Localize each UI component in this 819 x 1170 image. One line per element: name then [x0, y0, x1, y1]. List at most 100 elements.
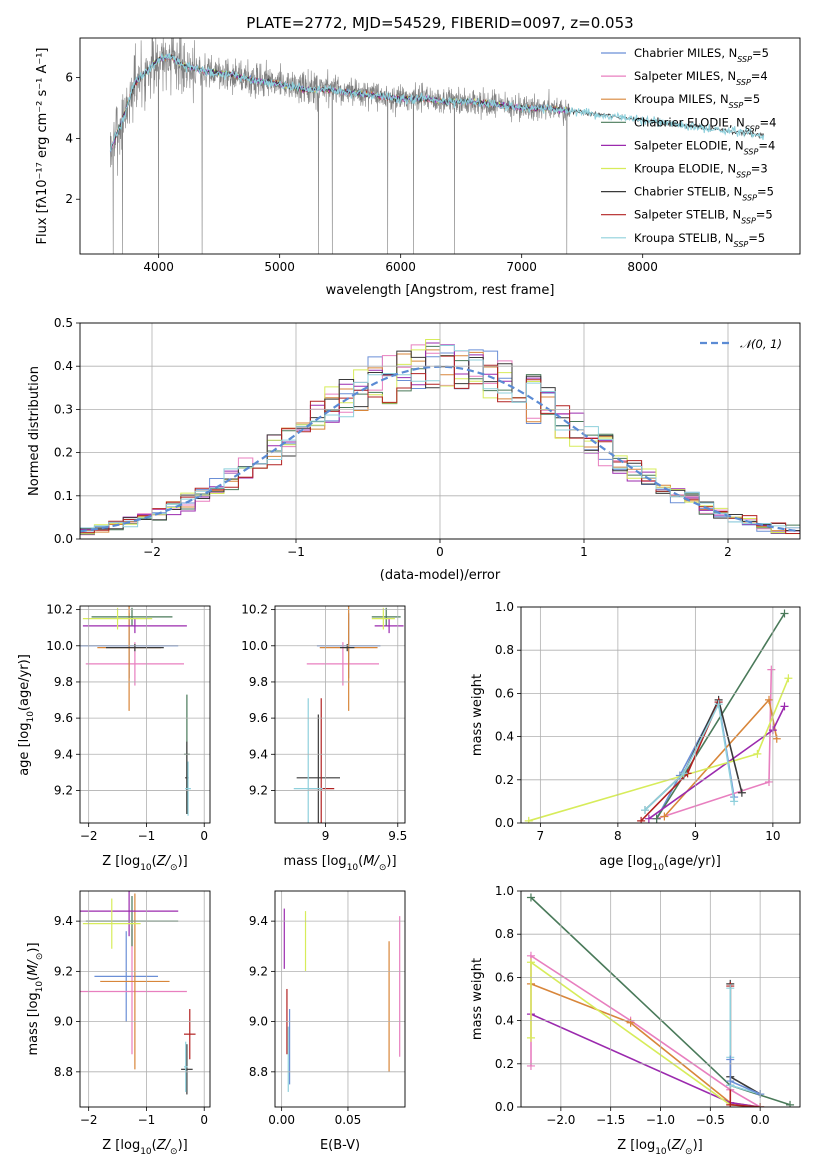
- y-tick-label: 9.8: [249, 675, 268, 689]
- y-tick-label: 8.8: [54, 1065, 73, 1079]
- panel-residuals: −2 −1 0 1 2 0.0 0.1 0.2 0.3 0.4 0.5 𝒩(0, 1) (data-mo…: [27, 316, 801, 583]
- legend-label: Salpeter STELIB, NSSP=5: [634, 208, 773, 226]
- weight-series: [528, 677, 790, 822]
- y-tick-label: 1.0: [495, 600, 514, 614]
- x-tick-label: −2: [143, 545, 161, 559]
- weight-marker: [726, 1055, 735, 1064]
- legend: Chabrier MILES, NSSP=5 Salpeter MILES, NS…: [601, 46, 776, 248]
- weight-marker: [641, 806, 649, 815]
- weight-series: [530, 1013, 761, 1107]
- weight-marker: [526, 893, 535, 902]
- weight-marker: [772, 734, 781, 743]
- axes-frame: [520, 890, 801, 1108]
- y-tick-label: 10.0: [46, 639, 73, 653]
- weight-series: [729, 1059, 761, 1095]
- weight-marker: [660, 812, 669, 821]
- weight-marker: [524, 816, 533, 823]
- y-tick-label: 9.2: [54, 964, 73, 978]
- axis-label: Z [log10(Z/⊙)]: [617, 1138, 702, 1157]
- x-tick-label: 9: [692, 829, 700, 843]
- x-tick-label: −1.5: [596, 1113, 625, 1127]
- weight-marker: [679, 769, 688, 778]
- x-tick-label: −2: [80, 1113, 98, 1127]
- weight-series: [729, 983, 761, 1095]
- weight-marker: [726, 1100, 735, 1107]
- y-tick-label: 10.2: [241, 603, 268, 617]
- axes-frame: [79, 890, 211, 1108]
- x-tick-label: −1: [138, 829, 156, 843]
- plot-area: [293, 606, 404, 823]
- y-tick-label: 9.6: [54, 711, 73, 725]
- x-tick-label: 0.00: [268, 1113, 295, 1127]
- y-tick-label: 6: [65, 71, 73, 85]
- plot-area: [526, 893, 795, 1107]
- y-tick-label: 0.6: [495, 686, 514, 700]
- figure-title: PLATE=2772, MJD=54529, FIBERID=0097, z=0…: [246, 14, 633, 32]
- y-tick-label: 9.4: [249, 914, 268, 928]
- legend-label: Kroupa STELIB, NSSP=5: [634, 231, 765, 249]
- y-tick-label: 0.3: [54, 402, 73, 416]
- x-axis-label: wavelength [Angstrom, rest frame]: [326, 283, 555, 298]
- x-tick-label: −2.0: [546, 1113, 575, 1127]
- x-tick-label: 0.05: [335, 1113, 362, 1127]
- weight-series: [729, 988, 761, 1095]
- x-tick-label: 1: [580, 545, 588, 559]
- y-tick-label: 0.4: [495, 730, 514, 744]
- plot-area: [80, 891, 196, 1095]
- weight-marker: [765, 777, 773, 786]
- weight-marker: [786, 1100, 795, 1107]
- weight-series: [530, 983, 761, 1107]
- legend-label: Salpeter ELODIE, NSSP=4: [634, 138, 775, 156]
- y-tick-label: 0.2: [54, 446, 73, 460]
- x-tick-label: 0: [436, 545, 444, 559]
- weight-marker: [780, 609, 789, 618]
- model-spectrum: [109, 52, 765, 152]
- panel-mass_vs_Z: −2 −1 0 8.8 9.0 9.2 9.4 Z [log10(Z/⊙)] mass [log…: [26, 890, 211, 1157]
- y-tick-label: 0.1: [54, 489, 73, 503]
- weight-marker: [526, 1033, 535, 1042]
- y-tick-label: 0.6: [495, 970, 514, 984]
- weight-marker: [526, 958, 535, 967]
- y-tick-label: 0.2: [495, 773, 514, 787]
- y-axis-label: mass weight: [470, 674, 485, 756]
- axis-label: Z [log10(Z/⊙)]: [102, 854, 187, 873]
- y-tick-label: 0.8: [495, 927, 514, 941]
- x-tick-label: −0.5: [696, 1113, 725, 1127]
- weight-marker: [730, 797, 739, 806]
- y-tick-label: 9.0: [54, 1015, 73, 1029]
- x-tick-label: 0: [200, 1113, 208, 1127]
- x-tick-label: 9.5: [388, 829, 407, 843]
- x-tick-label: 10: [765, 829, 780, 843]
- x-tick-label: 0: [200, 829, 208, 843]
- panel-age_vs_Z: −2 −1 0 9.2 9.4 9.6 9.8 10.0 10.2 Z [log10(Z/⊙)] a…: [17, 603, 211, 873]
- weight-series: [729, 986, 761, 1107]
- weight-marker: [526, 1061, 535, 1070]
- x-tick-label: 5000: [264, 260, 295, 274]
- weight-marker: [780, 702, 789, 711]
- axis-label: Z [log10(Z/⊙)]: [102, 1138, 187, 1157]
- y-axis-label: Flux [fλ10⁻¹⁷ erg cm⁻² s⁻¹ A⁻¹]: [35, 48, 50, 245]
- weight-marker: [753, 749, 762, 758]
- x-tick-label: 4000: [143, 260, 174, 274]
- y-tick-label: 10.2: [46, 603, 73, 617]
- axis-label: E(B-V): [320, 1138, 360, 1153]
- legend-label: Chabrier ELODIE, NSSP=4: [634, 115, 776, 133]
- x-tick-label: −1.0: [646, 1113, 675, 1127]
- x-tick-label: 8000: [627, 260, 658, 274]
- axis-label: mass [log10(M/⊙)]: [283, 854, 396, 873]
- legend-label: Salpeter MILES, NSSP=4: [634, 69, 768, 87]
- y-tick-label: 0.8: [495, 643, 514, 657]
- weight-marker: [784, 674, 793, 683]
- x-axis-label: (data-model)/error: [380, 568, 501, 583]
- x-tick-label: 0.0: [751, 1113, 770, 1127]
- y-tick-label: 0.0: [54, 532, 73, 546]
- y-tick-label: 4: [65, 131, 73, 145]
- axis-label: age [log10(age/yr)]: [599, 854, 721, 873]
- y-tick-label: 10.0: [241, 639, 268, 653]
- plot-area: [283, 908, 401, 1092]
- panel-spectrum: 4000 5000 6000 7000 8000 2 4 6 Chabrier MILES, N…: [35, 37, 801, 298]
- y-tick-label: 9.8: [54, 675, 73, 689]
- x-tick-label: 6000: [385, 260, 416, 274]
- plot-area: [109, 38, 765, 254]
